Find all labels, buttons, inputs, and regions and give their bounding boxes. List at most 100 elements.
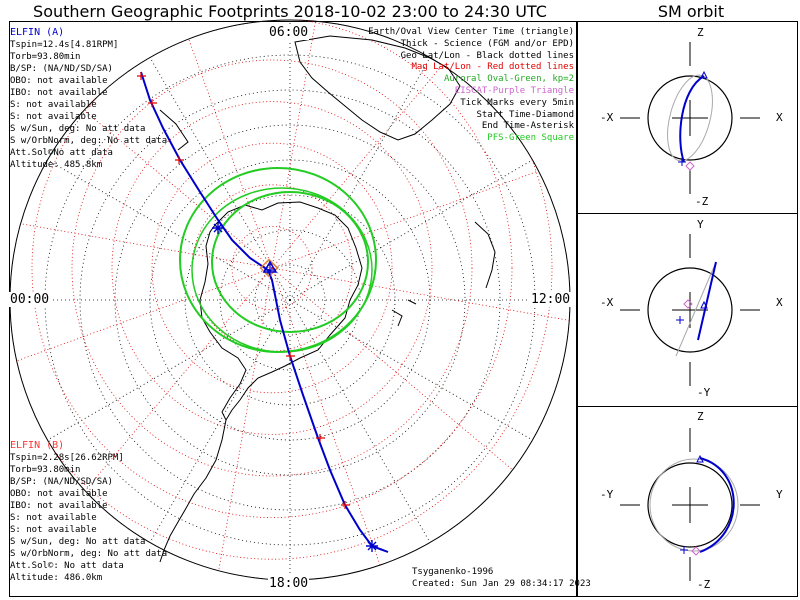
geo-lon-line	[289, 299, 533, 441]
mag-lon-line	[271, 267, 526, 481]
elfin-a-end-asterisk	[366, 540, 378, 552]
mag-lon-line	[271, 154, 570, 269]
mag-lon-line	[10, 267, 273, 382]
geo-lat-circle	[79, 89, 501, 511]
legend-item: PFS-Green Square	[487, 133, 574, 144]
africa-coast	[474, 221, 496, 289]
elfin-a-line: S w/Sun, deg: No att data	[10, 124, 146, 134]
auroral-oval-outer	[179, 167, 377, 353]
legend-item: Auroral Oval-Green, kp=2	[443, 74, 574, 85]
mag-lat-circle	[111, 101, 433, 435]
mag-lat-circle	[31, 20, 513, 519]
mag-lon-line	[271, 20, 485, 269]
elfin-a-line: Tspin=12.4s[4.81RPM]	[10, 40, 119, 50]
antarctica-coast	[199, 201, 363, 422]
elfin-a-line: Altitude: 485.8km	[10, 160, 103, 170]
time-label-left: 00:00	[9, 292, 51, 307]
geo-lat-circle	[114, 124, 466, 476]
elfin-a-start-marker	[212, 222, 224, 234]
sm1-right-label: X	[776, 111, 783, 124]
elfin-a-line: S w/OrbNorm, deg: No att data	[10, 136, 168, 146]
elfin-b-info: ELFIN (B) Tspin=2.28s[26.62RPM] Torb=93.…	[10, 440, 167, 584]
sm-panel-3	[620, 428, 760, 581]
sm3-bottom-label: -Z	[697, 578, 711, 591]
sm1-bottom-label: -Z	[695, 195, 709, 208]
legend-item: Tick Marks every 5min	[460, 97, 574, 108]
sm-panel-1	[620, 42, 760, 194]
elfin-b-line: Att.Sol©: No att data	[10, 561, 124, 571]
time-label-top: 06:00	[268, 25, 310, 40]
legend-item: Earth/Oval View Center Time (triangle)	[368, 27, 574, 37]
elfin-a-line: IBO: not available	[10, 88, 108, 98]
elfin-b-line: S: not available	[10, 525, 97, 535]
elfin-b-line: Altitude: 486.0km	[10, 573, 103, 583]
south-america-coast	[159, 419, 227, 563]
sm3-right-label: Y	[776, 488, 783, 501]
elfin-a-name: ELFIN (A)	[10, 27, 65, 38]
mag-lat-circle	[71, 59, 473, 477]
sm3-top-label: Z	[697, 410, 704, 423]
mag-grid	[10, 20, 570, 580]
map-frame	[9, 21, 577, 597]
australia-coast	[294, 35, 461, 141]
mag-lon-line	[18, 55, 273, 269]
legend-item: Mag Lat/Lon - Red dotted lines	[411, 62, 574, 73]
mag-lon-line	[271, 267, 570, 326]
elfin-a-line: Att.Sol©No att data	[10, 148, 113, 158]
legend-item: End Time-Asterisk	[481, 121, 574, 132]
mag-lon-line	[214, 267, 273, 580]
time-label-bottom: 18:00	[268, 576, 310, 591]
earth-circle-1	[647, 75, 733, 161]
sm1-left-label: -X	[600, 111, 614, 124]
plot-title: Southern Geographic Footprints 2018-10-0…	[33, 2, 547, 21]
elfin-b-name: ELFIN (B)	[10, 440, 65, 451]
sm2-right-label: X	[776, 296, 783, 309]
new-zealand-coast	[159, 109, 189, 151]
sm-panel-2	[620, 234, 760, 386]
earth-circle-2	[647, 267, 733, 353]
mag-lat-circle	[151, 142, 393, 394]
sm2-left-label: -X	[600, 296, 614, 309]
geo-lon-line	[289, 57, 431, 301]
elfin-a-info: ELFIN (A) Tspin=12.4s[4.81RPM] Torb=93.8…	[10, 27, 167, 171]
time-label-right: 12:00	[530, 292, 572, 307]
geo-lon-line	[149, 57, 291, 301]
sm2-bottom-label: -Y	[697, 386, 711, 399]
geo-lon-line	[47, 159, 291, 301]
elfin-a-track	[140, 71, 389, 553]
geo-lon-line	[149, 299, 291, 543]
geo-lon-line	[289, 299, 431, 543]
sm1-top-label: Z	[697, 26, 704, 39]
earth-circle-3	[647, 462, 733, 548]
mag-lon-line	[271, 20, 330, 269]
elfin-a-line: OBO: not available	[10, 76, 108, 86]
mag-lon-line	[158, 20, 273, 269]
legend: Earth/Oval View Center Time (triangle) Th…	[368, 27, 574, 145]
center-cross	[264, 264, 276, 276]
sm2-top-label: Y	[697, 218, 704, 231]
elfin-b-line: OBO: not available	[10, 489, 108, 499]
auroral-oval-mid	[191, 187, 373, 353]
legend-item: EISCAT-Purple Triangle	[454, 85, 574, 96]
elfin-b-line: Torb=93.80min	[10, 465, 81, 475]
legend-item: Thick - Science (FGM and/or EPD)	[400, 38, 574, 49]
legend-item: Geo Lat/Lon - Black dotted lines	[400, 50, 574, 61]
legend-item: Start Time-Diamond	[476, 109, 574, 120]
elfin-a-line: S: not available	[10, 100, 97, 110]
elfin-a-line: S: not available	[10, 112, 97, 122]
auroral-ovals	[179, 167, 377, 353]
geo-lat-circle	[219, 229, 361, 371]
geo-lon-line	[47, 299, 291, 441]
elfin-b-line: S w/Sun, deg: No att data	[10, 537, 146, 547]
mag-lon-line	[59, 267, 273, 522]
elfin-b-line: IBO: not available	[10, 501, 108, 511]
created-label: Created: Sun Jan 29 08:34:17 2023	[412, 579, 591, 589]
elfin-b-line: S: not available	[10, 513, 97, 523]
footer: Tsyganenko-1996 Created: Sun Jan 29 08:3…	[412, 566, 591, 590]
auroral-oval-inner	[211, 191, 369, 333]
mag-lat-circle	[10, 20, 553, 560]
sm-panel-frame-3	[577, 406, 798, 597]
elfin-b-line: B/SP: (NA/ND/SD/SA)	[10, 477, 113, 487]
elfin-b-line: S w/OrbNorm, deg: No att data	[10, 549, 168, 559]
